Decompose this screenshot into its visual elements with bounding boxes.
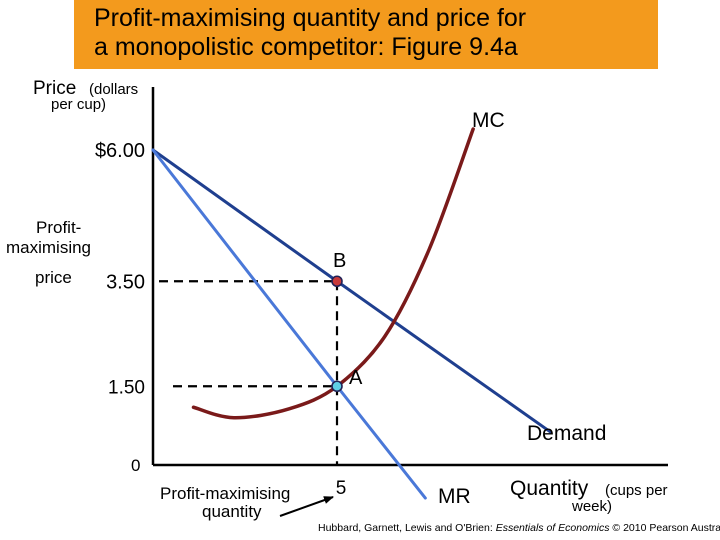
profit-price-label-1: Profit- [36, 218, 82, 237]
y-tick-label--6-00: $6.00 [95, 140, 145, 162]
title-line-1: Profit-maximising quantity and price for [94, 4, 527, 32]
series-label-mc: MC [472, 109, 505, 132]
credit-authors: Hubbard, Garnett, Lewis and O'Brien: [318, 522, 496, 534]
series-label-demand: Demand [527, 422, 606, 445]
credit-publisher: © 2010 Pearson Australia [609, 522, 720, 534]
y-axis-unit: (dollars [89, 81, 139, 98]
x-axis-label: Quantity [510, 477, 589, 500]
series-mc-line [191, 127, 475, 420]
origin-label: 0 [131, 456, 140, 475]
x-tick-label-5: 5 [336, 478, 347, 499]
y-axis-unit-2: per cup) [51, 96, 107, 113]
series-label-mr: MR [438, 485, 471, 508]
profit-price-label-2: maximising [6, 238, 92, 257]
title-banner: Profit-maximising quantity and price for… [74, 0, 658, 69]
point-a [331, 380, 343, 393]
source-credit: Hubbard, Garnett, Lewis and O'Brien: Ess… [318, 522, 720, 534]
series-mr-line [151, 148, 427, 500]
quantity-arrow [279, 496, 334, 517]
profit-price-label-3: price [35, 268, 72, 287]
y-tick-label-3-50: 3.50 [106, 271, 145, 293]
x-axis-unit: (cups per [605, 482, 668, 499]
profit-quantity-label-2: quantity [202, 502, 262, 521]
x-axis-unit-2: week) [572, 498, 613, 515]
point-b [331, 275, 343, 288]
y-tick-label-1-50: 1.50 [108, 377, 145, 398]
point-label-a: A [349, 367, 363, 389]
point-label-b: B [333, 250, 346, 272]
title-line-2: a monopolistic competitor: Figure 9.4a [94, 33, 518, 61]
y-axis-label: Price [33, 78, 77, 99]
series-demand-line [151, 148, 552, 434]
profit-quantity-label-1: Profit-maximising [160, 484, 291, 503]
credit-book-title: Essentials of Economics [495, 522, 610, 534]
